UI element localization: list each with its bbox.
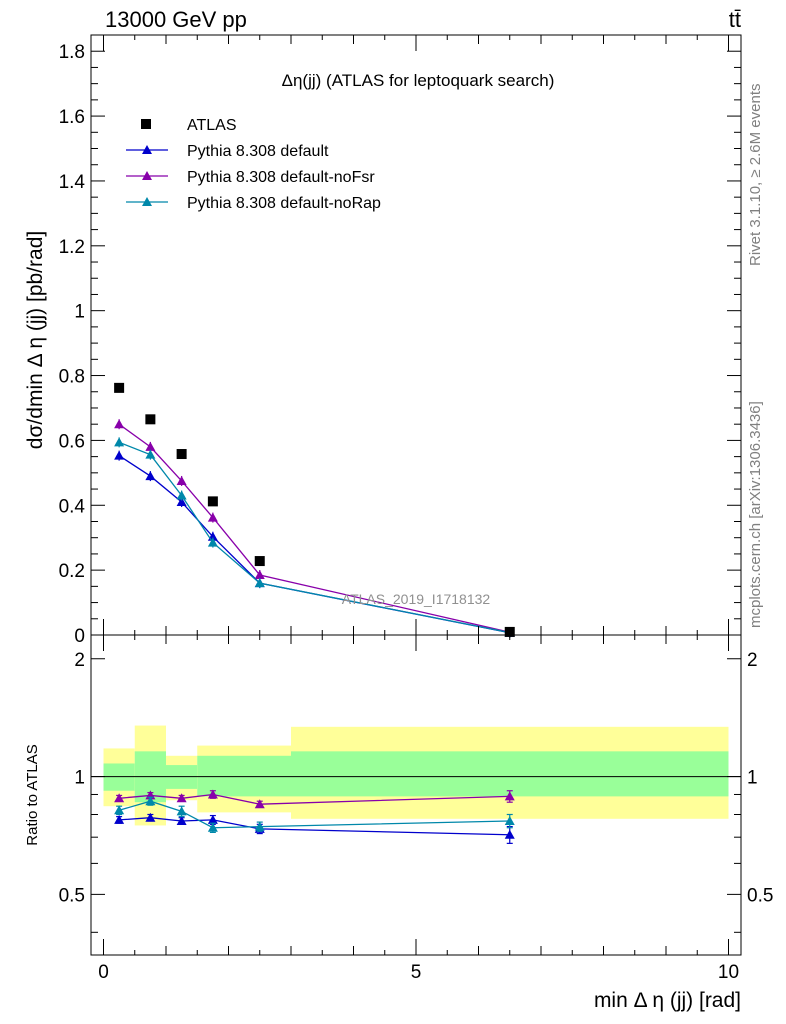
series-point [145, 471, 156, 481]
data-point [114, 382, 125, 393]
y-tick-label: 0.6 [59, 431, 85, 452]
ratio-point [207, 789, 218, 799]
legend-marker-1 [142, 171, 152, 180]
ratio-point [145, 812, 156, 822]
ratio-y-tick-label-right: 2 [747, 650, 758, 671]
y-tick-label: 1 [74, 302, 85, 323]
ratio-point [504, 829, 515, 839]
ratio-point [504, 791, 515, 801]
ratio-point [176, 806, 187, 816]
ratio-point [254, 821, 265, 831]
legend-label-0: Pythia 8.308 default [187, 143, 329, 160]
legend-marker-data [141, 119, 151, 129]
ratio-plot: 0.5 0.51 12 2 0 5 10 Ratio to ATLAS min Δ η (… [24, 35, 773, 1012]
data-point [207, 496, 218, 507]
legend-label-1: Pythia 8.308 default-noFsr [187, 169, 375, 186]
series-line-2 [118, 441, 510, 634]
chart-title: Δη(jj) (ATLAS for leptoquark search) [282, 71, 555, 90]
data-point [254, 556, 265, 567]
y-tick-label: 0.2 [59, 561, 85, 582]
ratio-point [176, 815, 187, 825]
mcplots-label: mcplots.cern.ch [arXiv:1306.3436] [747, 401, 764, 628]
series-point [207, 537, 218, 547]
series-point [207, 512, 218, 522]
y-tick-label: 1.4 [59, 172, 86, 193]
ratio-y-tick-label-right: 1 [747, 768, 758, 789]
main-y-ticks: 0 0.2 0.4 0.6 0.8 1 1.2 1.4 1.6 1.8 [59, 34, 741, 647]
series-line-1 [118, 423, 510, 633]
data-point [145, 414, 156, 425]
ratio-point [207, 822, 218, 832]
series-point [254, 578, 265, 588]
legend-marker-0 [142, 145, 152, 154]
ratio-line-0 [119, 817, 510, 836]
y-axis-label: dσ/dmin Δ η (jj) [pb/rad] [24, 231, 47, 449]
rivet-label: Rivet 3.1.10, ≥ 2.6M events [747, 84, 764, 267]
main-plot: 0 0.2 0.4 0.6 0.8 1 1.2 1.4 1.6 1.8 Δη(jj) (ATLAS… [24, 34, 742, 647]
x-axis-label: min Δ η (jj) [rad] [594, 989, 741, 1012]
legend-label-data: ATLAS [187, 117, 237, 134]
ratio-line-1 [119, 793, 510, 805]
series-point [114, 437, 125, 447]
y-tick-label: 0.8 [59, 367, 85, 388]
legend-label-2: Pythia 8.308 default-noRap [187, 195, 381, 212]
ratio-plot-area [91, 725, 741, 844]
ratio-y-tick-label-right: 0.5 [747, 885, 773, 906]
process-label: tt̄ [729, 7, 741, 32]
ratio-line-2 [118, 800, 510, 829]
y-tick-label: 1.8 [59, 42, 85, 63]
y-tick-label: 0 [74, 626, 85, 647]
series-point [176, 497, 187, 507]
series-point [176, 475, 187, 485]
uncertainty-band-inner [103, 763, 135, 791]
x-ticks: 0 5 10 [98, 35, 739, 983]
ratio-y-tick-label: 2 [74, 650, 85, 671]
x-tick-label: 0 [98, 962, 109, 983]
ratio-y-tick-label: 1 [74, 768, 85, 789]
series-point [254, 570, 265, 579]
ratio-point [114, 793, 125, 803]
ratio-y-tick-label: 0.5 [59, 885, 85, 906]
ratio-point [254, 799, 265, 809]
x-tick-label: 5 [411, 962, 422, 983]
legend: ATLAS Pythia 8.308 default Pythia 8.308 de… [126, 117, 381, 212]
data-point [176, 449, 187, 460]
watermark: ATLAS_2019_I1718132 [342, 591, 491, 607]
y-tick-label: 1.2 [59, 237, 85, 258]
ratio-y-ticks: 0.5 0.5 1 1 2 2 [59, 650, 773, 933]
y-tick-label: 0.4 [59, 496, 86, 517]
ratio-point [207, 814, 218, 824]
ratio-point [114, 805, 125, 815]
ratio-y-axis-label: Ratio to ATLAS [24, 744, 41, 845]
ratio-point [114, 814, 125, 824]
ratio-point [145, 796, 156, 806]
series-point [145, 449, 156, 459]
series-point [145, 441, 156, 451]
x-tick-label: 10 [718, 962, 739, 983]
y-tick-label: 1.6 [59, 107, 85, 128]
legend-marker-2 [142, 197, 152, 206]
ratio-point [504, 815, 515, 825]
ratio-point [176, 793, 187, 803]
energy-label: 13000 GeV pp [105, 7, 247, 32]
series-point [114, 419, 125, 429]
uncertainty-band-inner [291, 751, 729, 797]
series-point [114, 450, 125, 460]
series-point [176, 490, 187, 500]
